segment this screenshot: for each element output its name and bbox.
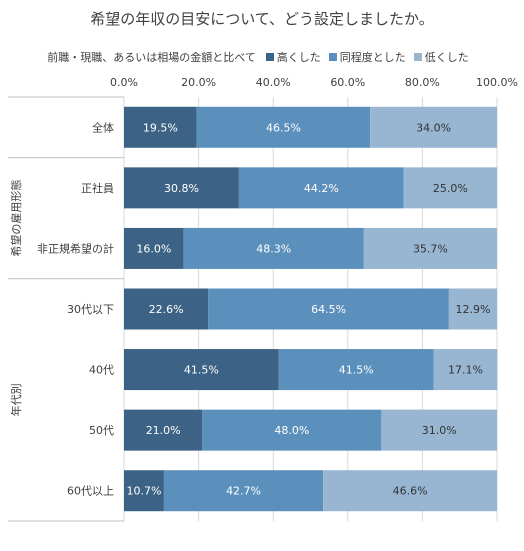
legend-swatch-same	[328, 53, 337, 61]
bar-2-3	[448, 288, 497, 330]
legend-swatch-high	[265, 53, 274, 61]
bar-0-1	[124, 167, 239, 209]
bar-1-6	[163, 470, 324, 512]
bar-1-4	[278, 349, 434, 391]
x-tick-label-5: 100.0%	[476, 76, 518, 89]
data-label-0-3: 22.6%	[149, 303, 184, 316]
bar-2-1	[403, 167, 497, 209]
data-label-1-6: 42.7%	[226, 485, 261, 498]
bar-0-4	[124, 349, 279, 391]
category-label-6: 60代以上	[67, 485, 114, 498]
bar-2-6	[323, 470, 497, 512]
bar-1-3	[208, 288, 449, 330]
data-label-0-2: 16.0%	[136, 242, 171, 255]
category-label-4: 40代	[89, 364, 114, 377]
bar-2-5	[381, 409, 497, 451]
data-label-0-6: 10.7%	[126, 485, 161, 498]
data-label-2-6: 46.6%	[393, 485, 428, 498]
category-label-3: 30代以下	[67, 303, 114, 316]
data-label-1-5: 48.0%	[274, 424, 309, 437]
bar-0-6	[124, 470, 164, 512]
data-label-2-1: 25.0%	[433, 182, 468, 195]
bar-0-2	[124, 227, 184, 269]
legend-swatch-low	[413, 53, 422, 61]
x-tick-label-3: 60.0%	[330, 76, 365, 89]
category-label-0: 全体	[92, 120, 114, 134]
chart-title: 希望の年収の目安について、どう設定しましたか。	[90, 10, 434, 28]
data-label-1-2: 48.3%	[256, 242, 291, 255]
bar-2-2	[363, 227, 497, 269]
bar-1-1	[238, 167, 404, 209]
data-label-2-2: 35.7%	[413, 242, 448, 255]
data-label-0-0: 19.5%	[143, 121, 178, 134]
legend-item-low: 低くした	[413, 49, 469, 65]
data-label-2-4: 17.1%	[448, 364, 483, 377]
data-label-0-4: 41.5%	[184, 364, 219, 377]
legend-label-low: 低くした	[424, 51, 469, 64]
data-label-1-0: 46.5%	[266, 121, 301, 134]
data-label-1-3: 64.5%	[311, 303, 346, 316]
bar-1-0	[196, 106, 371, 148]
data-label-2-0: 34.0%	[416, 121, 451, 134]
x-tick-label-1: 20.0%	[181, 76, 216, 89]
category-label-5: 50代	[89, 424, 114, 437]
legend-label-same: 同程度とした	[339, 51, 406, 64]
category-label-2: 非正規希望の計	[37, 241, 114, 255]
category-label-1: 正社員	[81, 181, 114, 195]
data-label-0-1: 30.8%	[164, 182, 199, 195]
bar-1-2	[183, 227, 364, 269]
legend-label-high: 高くした	[276, 51, 321, 64]
legend-item-same: 同程度とした	[328, 49, 406, 65]
data-label-2-3: 12.9%	[455, 303, 490, 316]
data-label-0-5: 21.0%	[146, 424, 181, 437]
legend-prefix: 前職・現職、あるいは相場の金額と比べて	[47, 51, 256, 64]
bar-0-0	[124, 106, 197, 148]
data-label-2-5: 31.0%	[422, 424, 457, 437]
x-tick-label-4: 80.0%	[405, 76, 440, 89]
data-label-1-1: 44.2%	[304, 182, 339, 195]
group-label-1: 希望の雇用形態	[9, 180, 23, 257]
bar-2-4	[433, 349, 498, 391]
data-label-1-4: 41.5%	[339, 364, 374, 377]
legend: 前職・現職、あるいは相場の金額と比べて 高くした 同程度とした 低くした	[0, 48, 524, 66]
x-tick-label-2: 40.0%	[256, 76, 291, 89]
bar-2-0	[370, 106, 497, 148]
group-label-2: 年代別	[9, 383, 23, 416]
bar-0-3	[124, 288, 209, 330]
bar-1-5	[202, 409, 382, 451]
legend-item-high: 高くした	[265, 49, 321, 65]
bar-0-5	[124, 409, 203, 451]
x-tick-label-0: 0.0%	[110, 76, 138, 89]
